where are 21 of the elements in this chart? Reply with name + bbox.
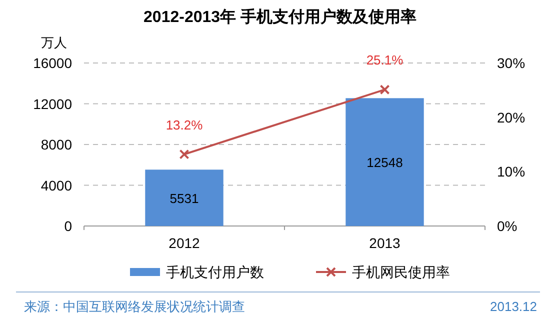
y-tick-label: 8000: [40, 136, 72, 152]
data-label: 12548: [366, 155, 403, 170]
chart-title: 2012-2013年 手机支付用户数及使用率: [144, 7, 416, 26]
y-axis-title: 万人: [41, 35, 67, 50]
x-tick-label: 2013: [369, 235, 401, 251]
y2-tick-label: 0%: [497, 218, 518, 234]
y-tick-label: 12000: [33, 96, 72, 112]
y2-tick-label: 20%: [497, 109, 526, 126]
y2-tick-label: 10%: [497, 164, 526, 180]
y-tick-label: 16000: [33, 55, 72, 71]
source-note: 来源：中国互联网络发展状况统计调查: [24, 299, 245, 314]
x-tick-label: 2012: [168, 235, 200, 251]
legend-label: 手机网民使用率: [352, 264, 450, 280]
y2-tick-label: 30%: [497, 55, 526, 71]
y-tick-label: 0: [64, 218, 72, 234]
legend-label: 手机支付用户数: [166, 264, 264, 280]
y-tick-label: 4000: [40, 177, 72, 194]
data-label: 5531: [170, 190, 199, 206]
data-label: 13.2%: [166, 117, 204, 132]
data-label: 25.1%: [366, 52, 404, 68]
text: 2013.12: [490, 299, 537, 314]
